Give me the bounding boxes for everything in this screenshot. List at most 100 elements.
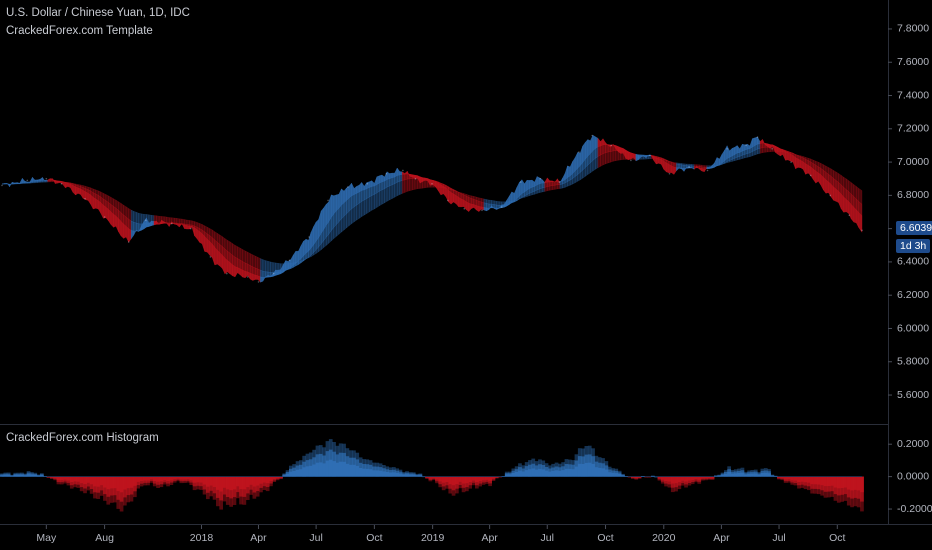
histogram-axis[interactable]: 0.2000 0.0000 -0.2000: [888, 438, 932, 515]
histogram-bar: [109, 476, 114, 489]
price-ribbon-segment: [397, 181, 400, 197]
histogram-bar: [235, 476, 240, 487]
price-ribbon-segment: [853, 206, 857, 224]
price-ribbon-segment: [343, 199, 347, 217]
histogram-bar: [292, 471, 296, 477]
histogram-bar: [312, 464, 316, 477]
price-ribbon-segment: [336, 193, 340, 212]
price-ribbon-segment: [399, 171, 403, 176]
price-point: [481, 209, 483, 212]
time-axis[interactable]: May Aug 2018 Apr Jul Oct 2019 Apr Jul Oct 2020 Apr J…: [36, 525, 846, 544]
price-ribbon-segment: [153, 220, 157, 226]
histogram-bar: [783, 476, 788, 480]
price-ribbon-segment: [234, 244, 238, 259]
histogram-bar: [338, 461, 343, 477]
price-ribbon-segment: [536, 176, 540, 186]
histogram-bar: [660, 476, 665, 480]
histogram-bar: [362, 468, 366, 477]
price-ribbon-segment: [174, 217, 178, 224]
histogram-bar: [793, 476, 798, 481]
price-ribbon-segment: [138, 212, 142, 225]
histogram-bar: [216, 476, 220, 490]
time-axis-label: Apr: [481, 532, 498, 544]
histogram-bar: [478, 476, 482, 481]
histogram-bar: [657, 476, 662, 479]
histogram-bar: [325, 460, 330, 477]
histogram-bar: [245, 476, 250, 488]
price-ribbon-segment: [851, 203, 854, 223]
histogram-bar: [345, 463, 350, 477]
price-ribbon-segment: [252, 266, 256, 276]
histogram-bar: [123, 476, 127, 490]
price-ribbon-segment: [346, 210, 350, 229]
price-ribbon-segment: [366, 196, 370, 214]
histogram-bar: [604, 469, 609, 477]
price-ribbon-segment: [275, 269, 279, 276]
histogram-bar: [544, 470, 549, 477]
price-ribbon-segment: [364, 188, 367, 201]
price-point: [519, 181, 522, 183]
price-ribbon-segment: [351, 194, 355, 210]
histogram-bar: [40, 475, 44, 477]
histogram-bar: [96, 476, 101, 487]
price-axis-label: 5.8000: [897, 356, 929, 368]
price-ribbon-segment: [825, 179, 829, 194]
price-ribbon-segment: [348, 208, 352, 227]
price-ribbon-segment: [635, 154, 639, 162]
histogram-bar: [16, 474, 21, 477]
time-axis-label: 2020: [652, 532, 676, 544]
price-ribbon-segment: [361, 199, 365, 217]
histogram-bar: [561, 470, 565, 477]
price-ribbon-segment: [237, 258, 241, 270]
price-ribbon-segment: [384, 186, 388, 204]
price-ribbon-segment: [488, 199, 492, 205]
histogram-bar: [767, 473, 771, 477]
histogram-bar: [670, 476, 675, 484]
price-ribbon-segment: [356, 202, 360, 221]
price-ribbon-segment: [694, 164, 697, 167]
price-ribbon-segment: [466, 201, 469, 213]
price-ribbon-segment: [356, 191, 360, 206]
price-ribbon-segment: [346, 197, 350, 215]
price-ribbon-segment: [757, 148, 761, 155]
histogram-bar: [747, 473, 751, 477]
template-indicator-label[interactable]: CrackedForex.com Template: [6, 25, 153, 37]
histogram-bar: [465, 476, 469, 484]
price-point: [209, 256, 212, 258]
price-point: [414, 177, 417, 180]
price-ribbon-segment: [840, 193, 844, 213]
price-ribbon-segment: [163, 221, 168, 224]
time-axis-label: Apr: [250, 532, 267, 544]
price-ribbon-segment: [483, 202, 487, 209]
price-ribbon-segment: [491, 200, 495, 205]
histogram-bar: [156, 476, 160, 482]
price-ribbon-segment: [371, 194, 375, 211]
price-ribbon-segment: [346, 185, 350, 201]
price-ribbon-segment: [92, 196, 96, 210]
price-point: [610, 144, 612, 147]
histogram-bar: [614, 473, 619, 477]
price-ribbon-segment: [333, 194, 337, 215]
histogram-bar: [0, 475, 4, 477]
price-ribbon-segment: [249, 272, 254, 281]
price-ribbon-segment: [55, 180, 58, 184]
symbol-title[interactable]: U.S. Dollar / Chinese Yuan, 1D, IDC: [6, 7, 190, 19]
histogram-bar: [528, 469, 532, 477]
histogram-bar: [10, 475, 14, 477]
histogram-indicator-label[interactable]: CrackedForex.com Histogram: [6, 432, 159, 444]
price-ribbon-segment: [628, 151, 632, 160]
time-axis-label: Oct: [829, 532, 845, 544]
price-ribbon-segment: [757, 143, 761, 150]
price-ribbon-segment: [123, 223, 127, 239]
histogram-bar: [790, 476, 795, 481]
price-ribbon-segment: [270, 261, 274, 273]
histogram-bar: [594, 467, 599, 477]
histogram-bar: [753, 473, 758, 477]
histogram-bar: [116, 476, 121, 492]
price-ribbon-segment: [402, 173, 405, 181]
price-point: [84, 197, 86, 200]
price-ribbon-segment: [163, 216, 167, 223]
histogram-bar: [395, 472, 399, 477]
price-ribbon-segment: [493, 204, 497, 209]
